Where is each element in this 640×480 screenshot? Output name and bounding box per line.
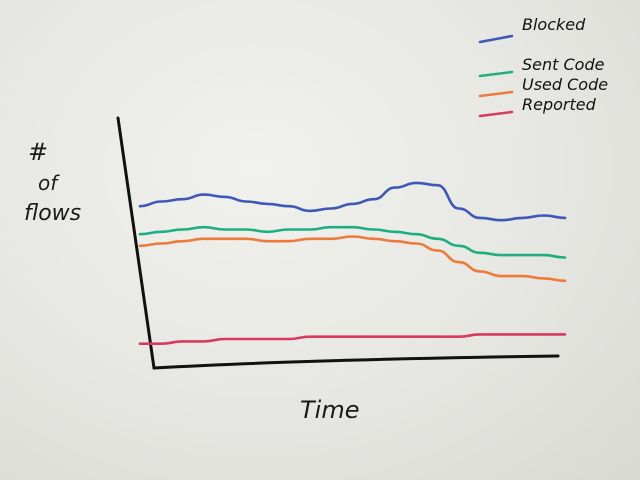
series-line-sent-code <box>138 225 567 259</box>
series-layer <box>138 181 567 346</box>
legend-label-blocked: Blocked <box>522 15 586 34</box>
series-line-used-code <box>138 235 567 283</box>
y-axis-label-line-1: # <box>28 138 48 166</box>
legend-swatch-sent-code <box>478 70 514 78</box>
series-line-reported <box>138 333 567 346</box>
legend-swatch-blocked <box>478 34 514 44</box>
legend-label-used-code: Used Code <box>522 75 608 94</box>
legend-swatch-reported <box>478 110 514 118</box>
y-axis <box>116 116 156 370</box>
legend-label-sent-code: Sent Code <box>522 55 605 74</box>
y-axis-label-line-2: of <box>38 171 60 195</box>
legend-label-reported: Reported <box>522 95 597 114</box>
legend-swatch-used-code <box>478 90 514 98</box>
y-axis-label-line-3: flows <box>24 201 81 226</box>
x-axis <box>152 354 560 370</box>
series-line-blocked <box>138 181 567 222</box>
x-axis-label: Time <box>300 396 359 424</box>
